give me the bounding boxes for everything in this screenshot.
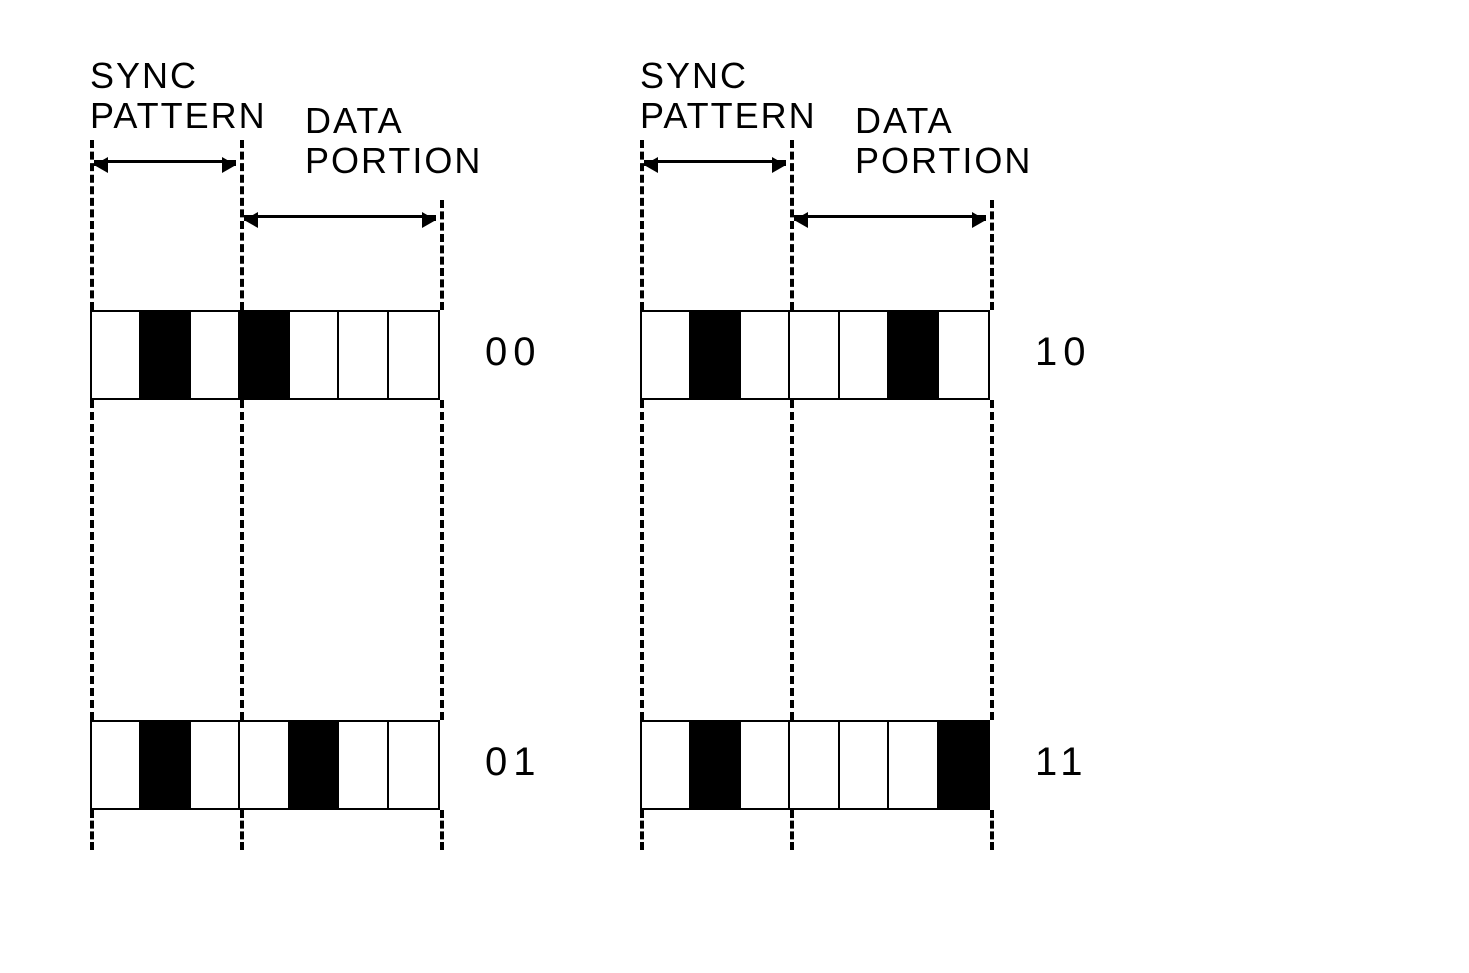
arrowhead-left (244, 212, 258, 228)
pattern-row-1-0 (640, 310, 990, 400)
guide-dash (640, 400, 644, 720)
cell (790, 722, 839, 808)
guide-dash (440, 200, 444, 310)
cell (741, 312, 790, 398)
cell (191, 312, 240, 398)
sync-label-line1: SYNC (90, 55, 198, 97)
pattern-row-0-0 (90, 310, 440, 400)
cell (240, 312, 289, 398)
cell (840, 312, 889, 398)
guide-dash (240, 810, 244, 850)
cell (889, 722, 938, 808)
sync-extent-arrow (646, 160, 784, 163)
cell (741, 722, 790, 808)
sync-extent-arrow (96, 160, 234, 163)
code-label: 11 (1035, 740, 1089, 785)
guide-dash (990, 400, 994, 720)
guide-dash (90, 400, 94, 720)
code-label: 00 (485, 330, 542, 375)
data-label-line1: DATA (305, 100, 404, 142)
pattern-row-0-1 (90, 720, 440, 810)
cell (339, 312, 388, 398)
guide-dash (990, 810, 994, 850)
cell (939, 722, 988, 808)
cell (840, 722, 889, 808)
data-label-line2: PORTION (305, 140, 482, 182)
arrowhead-right (222, 157, 236, 173)
cell (642, 722, 691, 808)
sync-label-line2: PATTERN (640, 95, 817, 137)
cell (339, 722, 388, 808)
guide-dash (240, 400, 244, 720)
guide-dash (990, 200, 994, 310)
guide-dash (240, 140, 244, 310)
guide-dash (790, 810, 794, 850)
arrowhead-left (94, 157, 108, 173)
arrowhead-left (794, 212, 808, 228)
cell (691, 722, 740, 808)
arrowhead-right (972, 212, 986, 228)
guide-dash (90, 140, 94, 310)
code-label: 10 (1035, 330, 1092, 375)
cell (389, 722, 438, 808)
guide-dash (440, 400, 444, 720)
cell (141, 312, 190, 398)
cell (240, 722, 289, 808)
data-extent-arrow (246, 215, 434, 218)
data-label-line1: DATA (855, 100, 954, 142)
cell (290, 312, 339, 398)
data-extent-arrow (796, 215, 984, 218)
sync-label-line2: PATTERN (90, 95, 267, 137)
arrowhead-left (644, 157, 658, 173)
guide-dash (640, 810, 644, 850)
code-label: 01 (485, 740, 542, 785)
guide-dash (90, 810, 94, 850)
diagram-canvas: { "colors": { "black": "#000000", "white… (0, 0, 1469, 973)
cell (790, 312, 839, 398)
pattern-row-1-1 (640, 720, 990, 810)
cell (92, 722, 141, 808)
arrowhead-right (772, 157, 786, 173)
guide-dash (790, 140, 794, 310)
guide-dash (790, 400, 794, 720)
cell (92, 312, 141, 398)
cell (939, 312, 988, 398)
data-label-line2: PORTION (855, 140, 1032, 182)
cell (691, 312, 740, 398)
arrowhead-right (422, 212, 436, 228)
cell (642, 312, 691, 398)
sync-label-line1: SYNC (640, 55, 748, 97)
guide-dash (640, 140, 644, 310)
cell (191, 722, 240, 808)
cell (290, 722, 339, 808)
cell (389, 312, 438, 398)
cell (889, 312, 938, 398)
cell (141, 722, 190, 808)
guide-dash (440, 810, 444, 850)
